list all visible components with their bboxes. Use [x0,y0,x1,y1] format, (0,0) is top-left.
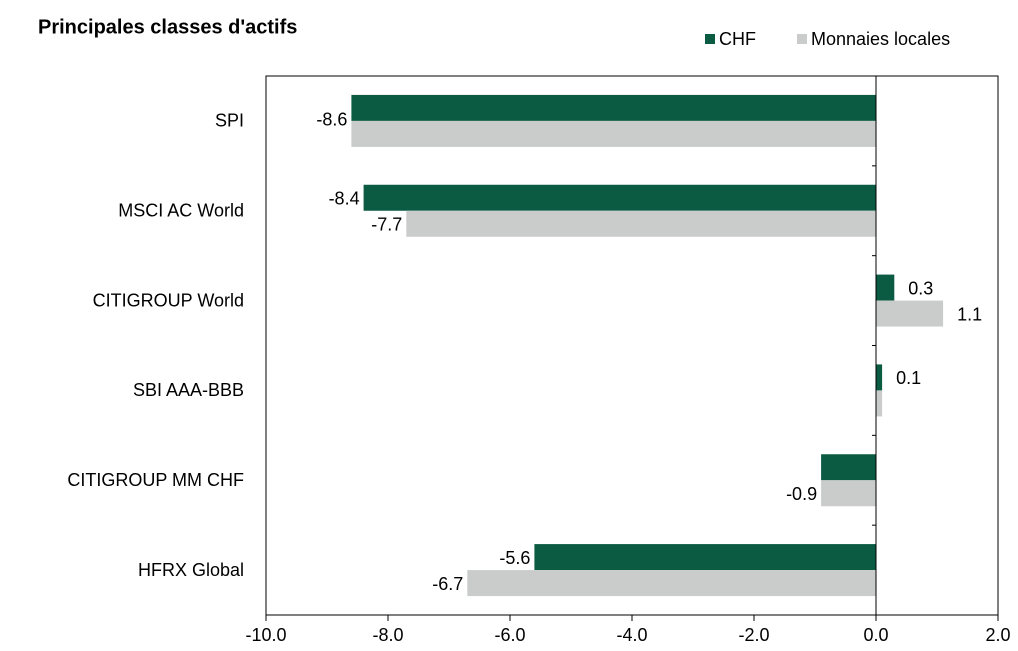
legend-label: Monnaies locales [811,29,950,49]
data-label: 0.1 [896,368,921,388]
x-tick-label: -6.0 [494,625,525,645]
bar [534,544,876,571]
x-tick-label: -8.0 [372,625,403,645]
data-label: -0.9 [786,484,817,504]
bar [351,120,876,147]
data-label: -7.7 [371,215,402,235]
y-tick-label: CITIGROUP MM CHF [67,470,244,490]
y-tick-label: MSCI AC World [118,201,244,221]
data-label: -8.4 [329,189,360,209]
data-label: 1.1 [957,304,982,324]
y-tick-label: SBI AAA-BBB [133,380,244,400]
y-tick-label: HFRX Global [138,560,244,580]
bar [467,570,876,597]
data-label: -6.7 [432,574,463,594]
plot-frame [265,75,999,616]
x-tick-label: 0.0 [863,625,888,645]
bar [351,94,876,121]
bar [821,454,876,481]
x-tick-label: -10.0 [245,625,286,645]
data-label: 0.3 [908,278,933,298]
legend-swatch [705,34,715,44]
y-tick-label: SPI [215,111,244,131]
legend-label: CHF [719,29,756,49]
bar [876,300,944,327]
x-tick-label: -2.0 [738,625,769,645]
data-label: -5.6 [499,548,530,568]
bar [821,480,876,507]
bar [363,184,877,211]
y-tick-label: CITIGROUP World [93,290,244,310]
data-label: -8.6 [316,110,347,130]
chart-title: Principales classes d'actifs [38,16,297,38]
legend-swatch [797,34,807,44]
bar [406,210,876,237]
bar [876,390,883,417]
x-tick-label: -4.0 [616,625,647,645]
x-tick-label: 2.0 [985,625,1010,645]
bar [876,274,895,301]
bar [876,364,883,391]
